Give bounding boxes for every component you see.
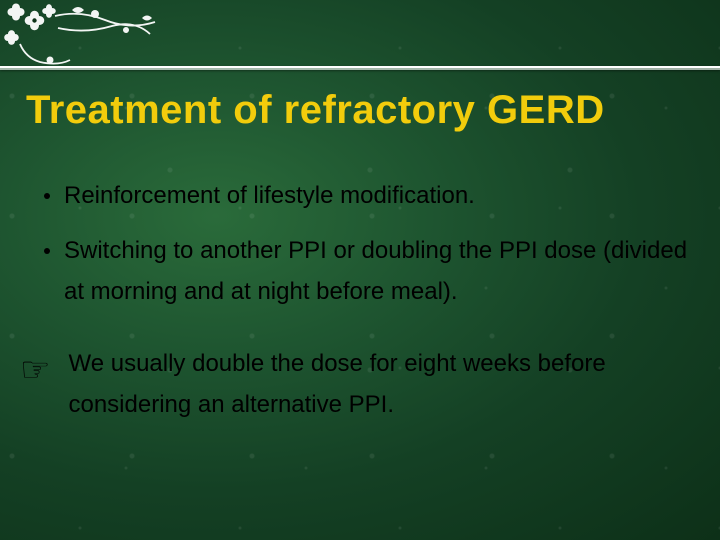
top-horizontal-rule xyxy=(0,66,720,70)
bullet-text: Switching to another PPI or doubling the… xyxy=(64,231,690,313)
slide-body: Reinforcement of lifestyle modification.… xyxy=(44,176,690,426)
note-text: We usually double the dose for eight wee… xyxy=(68,344,690,426)
bullet-item: Switching to another PPI or doubling the… xyxy=(44,231,690,313)
slide: Treatment of refractory GERD Reinforceme… xyxy=(0,0,720,540)
bullet-dot-icon xyxy=(44,193,50,199)
slide-title: Treatment of refractory GERD xyxy=(26,88,694,133)
bullet-dot-icon xyxy=(44,248,50,254)
bullet-item: Reinforcement of lifestyle modification. xyxy=(44,176,690,217)
pointing-hand-icon: ☞ xyxy=(20,342,50,426)
note-item: ☞ We usually double the dose for eight w… xyxy=(20,344,690,426)
bullet-text: Reinforcement of lifestyle modification. xyxy=(64,176,690,217)
corner-floral-decor xyxy=(0,0,160,85)
